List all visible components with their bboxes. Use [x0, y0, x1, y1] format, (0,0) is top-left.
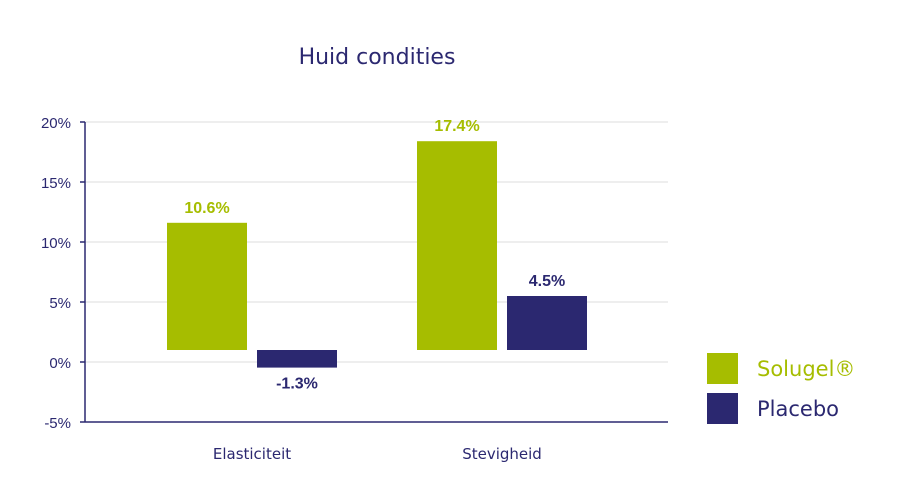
axes	[80, 121, 668, 423]
legend-label: Placebo	[757, 397, 839, 421]
data-label: 17.4%	[434, 118, 479, 135]
x-category-label: Elasticiteit	[213, 445, 291, 463]
chart-title: Huid condities	[299, 45, 456, 70]
bar-placebo	[507, 296, 587, 350]
bars	[167, 141, 587, 368]
legend: Solugel® Placebo	[707, 353, 855, 424]
bar-solugel	[417, 141, 497, 350]
y-tick-label: 5%	[49, 295, 71, 312]
legend-label: Solugel®	[757, 357, 855, 381]
x-category-label: Stevigheid	[462, 445, 542, 463]
y-tick-label: -5%	[44, 415, 71, 432]
bar-placebo	[257, 350, 337, 368]
bar-solugel	[167, 222, 247, 350]
y-tick-label: 10%	[41, 235, 71, 252]
labels: -5% 0% 5% 10% 15% 20% 10.6% -1.3% Elasticiteit 17…	[41, 115, 565, 463]
y-tick-label: 0%	[49, 355, 71, 372]
y-tick-label: 15%	[41, 175, 71, 192]
data-label: -1.3%	[276, 376, 318, 393]
y-tick-label: 20%	[41, 115, 71, 132]
data-label: 4.5%	[529, 273, 565, 290]
data-label: 10.6%	[184, 200, 229, 217]
legend-swatch	[707, 353, 738, 384]
legend-swatch	[707, 393, 738, 424]
